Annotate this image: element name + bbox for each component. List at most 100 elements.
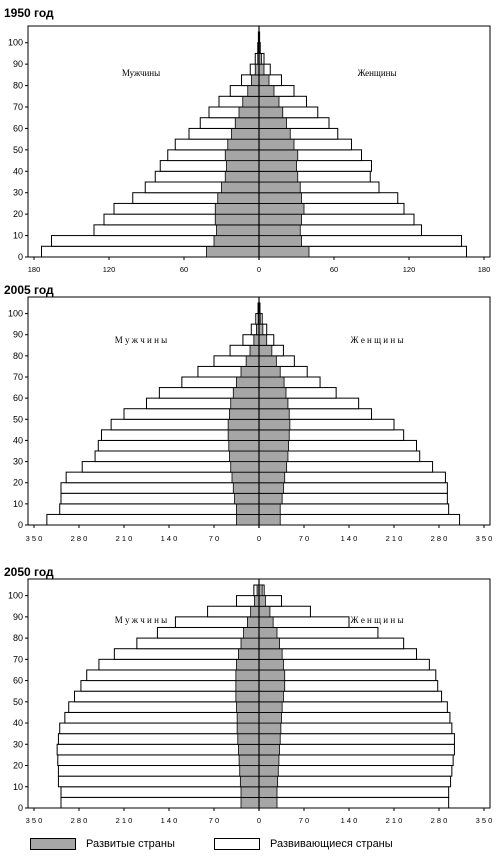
bar-developed-female — [258, 344, 273, 357]
y-tick-label: 0 — [18, 520, 23, 530]
y-tick-label: 80 — [13, 633, 23, 643]
bar-developed-female — [258, 376, 285, 388]
bar-developed-male — [224, 170, 260, 183]
bar-developed-female — [258, 712, 282, 724]
bar-developed-female — [258, 235, 302, 247]
bar-developed-male — [249, 344, 260, 357]
bar-developed-female — [258, 514, 281, 526]
bar-developed-female — [258, 128, 291, 140]
x-tick-label: 3 5 0 — [26, 816, 43, 825]
x-tick-label: 2 1 0 — [386, 816, 403, 825]
bar-developed-male — [213, 235, 260, 247]
bar-developed-female — [258, 203, 305, 215]
label-women: Ж е н щ и н ы — [351, 335, 404, 345]
y-tick-label: 20 — [13, 478, 23, 488]
y-tick-label: 50 — [13, 697, 23, 707]
bar-developed-female — [258, 461, 288, 473]
x-tick-label: 3 5 0 — [476, 534, 493, 543]
bar-developed-female — [258, 595, 266, 607]
bar-developing-female — [258, 743, 455, 756]
x-tick-label: 2 1 0 — [116, 816, 133, 825]
bar-developed-female — [258, 334, 268, 346]
bar-developed-male — [253, 334, 260, 346]
y-tick-label: 60 — [13, 393, 23, 403]
bar-developed-male — [238, 648, 260, 660]
bar-developed-male — [234, 117, 260, 129]
bar-developing-female — [258, 513, 461, 526]
bar-developing-male — [64, 711, 260, 724]
bar-developed-female — [258, 117, 287, 129]
x-tick-label: 7 0 — [299, 534, 309, 543]
bar-developing-male — [57, 754, 260, 767]
bar-developed-male — [251, 74, 260, 86]
bar-developing-male — [56, 743, 260, 756]
label-men: М у ж ч и н ы — [115, 335, 167, 345]
y-tick-label: 0 — [18, 803, 23, 813]
y-tick-label: 40 — [13, 166, 23, 176]
bar-developed-male — [247, 85, 260, 97]
bar-developed-female — [258, 355, 277, 367]
x-tick-label: 180 — [478, 265, 491, 274]
bar-developed-male — [232, 482, 260, 494]
bar-developed-female — [258, 245, 310, 258]
bar-developing-female — [258, 786, 450, 798]
bar-developed-male — [234, 492, 260, 505]
bar-developing-female — [258, 733, 455, 745]
y-tick-label: 80 — [13, 351, 23, 361]
x-tick-label: 7 0 — [209, 534, 219, 543]
y-tick-label: 40 — [13, 718, 23, 728]
bar-developing-male — [65, 471, 260, 484]
bar-developing-male — [57, 765, 260, 777]
bar-developed-female — [258, 690, 284, 703]
legend-swatch-developed — [30, 838, 76, 850]
bar-developed-male — [236, 658, 260, 671]
y-tick-label: 60 — [13, 676, 23, 686]
bar-developed-female — [258, 387, 287, 399]
x-tick-label: 180 — [28, 265, 41, 274]
bar-developed-male — [236, 712, 260, 724]
y-tick-label: 90 — [13, 330, 23, 340]
bar-developing-female — [258, 471, 446, 484]
bar-developed-female — [258, 786, 278, 798]
bar-developed-female — [258, 63, 265, 76]
bar-developed-male — [235, 669, 260, 681]
bar-developed-male — [236, 701, 260, 713]
bar-developed-female — [258, 605, 271, 618]
bar-developed-female — [258, 366, 281, 378]
bar-developing-female — [258, 680, 439, 692]
bar-developed-male — [226, 160, 260, 172]
y-tick-label: 0 — [18, 252, 23, 262]
bar-developed-female — [258, 418, 291, 431]
legend-label: Развивающиеся страны — [270, 838, 393, 850]
x-tick-label: 0 — [257, 816, 261, 825]
bar-developed-female — [258, 482, 284, 494]
x-tick-label: 7 0 — [299, 816, 309, 825]
pyramid-svg: 0 10 20 30 40 50 60 70 80 90 100 3 5 0 2 8 0 2 1 0 1 4… — [8, 578, 493, 825]
bar-developing-female — [258, 701, 448, 713]
bar-developed-male — [240, 796, 260, 809]
y-tick-label: 20 — [13, 209, 23, 219]
y-tick-label: 10 — [13, 782, 23, 792]
bar-developed-female — [258, 492, 283, 505]
bar-developing-female — [258, 658, 430, 671]
y-tick-label: 10 — [13, 499, 23, 509]
bar-developed-male — [240, 786, 260, 798]
bar-developed-female — [258, 669, 286, 681]
bar-developed-male — [214, 203, 260, 215]
y-tick-label: 20 — [13, 761, 23, 771]
label-women: Женщины — [357, 68, 396, 78]
bar-developed-male — [237, 733, 260, 745]
x-tick-label: 3 5 0 — [476, 816, 493, 825]
bar-developing-female — [258, 482, 448, 494]
bar-developed-male — [238, 754, 260, 766]
bar-developed-male — [254, 595, 260, 607]
bar-developed-male — [238, 106, 260, 119]
bar-developed-female — [258, 224, 301, 236]
bar-developing-female — [258, 796, 450, 809]
bar-developed-male — [236, 376, 260, 388]
bar-developed-male — [229, 450, 260, 462]
bar-developing-male — [86, 669, 260, 682]
bar-developed-female — [258, 160, 297, 172]
x-tick-label: 0 — [257, 534, 261, 543]
bar-developed-male — [235, 690, 260, 703]
